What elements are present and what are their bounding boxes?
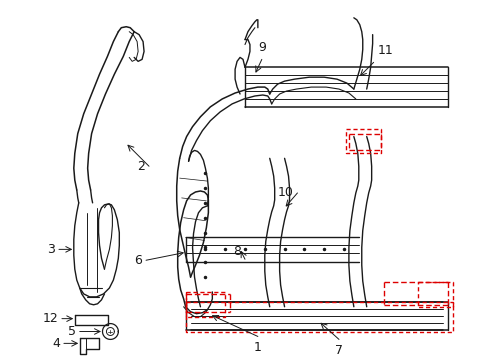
Text: 12: 12: [42, 312, 58, 325]
Text: 2: 2: [137, 160, 145, 173]
Text: 5: 5: [68, 325, 76, 338]
Text: 7: 7: [334, 345, 342, 357]
Text: 6: 6: [134, 254, 142, 267]
Text: 3: 3: [47, 243, 55, 256]
Text: 1: 1: [253, 341, 261, 354]
Text: 11: 11: [377, 44, 392, 57]
Text: 10: 10: [277, 186, 293, 199]
Text: 9: 9: [257, 41, 265, 54]
Text: 8: 8: [233, 245, 241, 258]
Text: 4: 4: [52, 337, 60, 350]
